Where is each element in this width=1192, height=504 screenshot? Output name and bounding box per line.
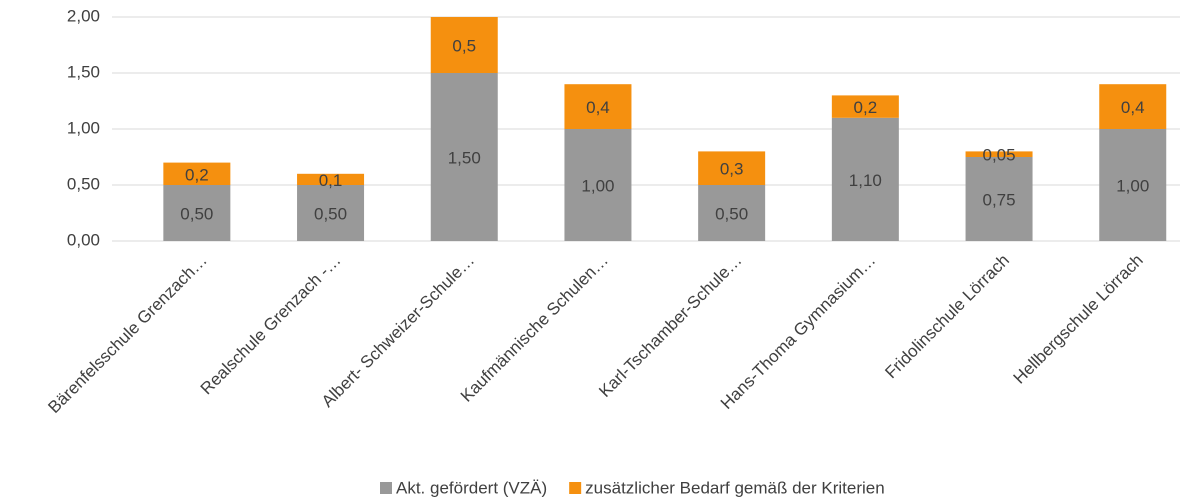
y-tick-label: 1,50 xyxy=(67,62,100,81)
x-tick-label: Karl-Tschamber-Schule… xyxy=(595,251,745,401)
legend-label: Akt. gefördert (VZÄ) xyxy=(396,478,547,497)
bar-segment xyxy=(430,17,498,73)
bar-segment xyxy=(564,84,632,129)
value-label: 0,2 xyxy=(185,165,209,184)
value-label: 0,1 xyxy=(319,171,343,190)
value-label: 0,05 xyxy=(983,146,1016,165)
y-tick-label: 1,00 xyxy=(67,118,100,137)
bar-segment xyxy=(564,129,632,241)
y-tick-label: 2,00 xyxy=(67,6,100,25)
y-tick-label: 0,50 xyxy=(67,174,100,193)
x-tick-label: Hellbergschule Lörrach xyxy=(1010,251,1147,388)
x-tick-label: Fridolinschule Lörrach xyxy=(881,251,1013,383)
bar-segment xyxy=(965,157,1033,241)
value-label: 1,00 xyxy=(581,176,614,195)
y-tick-label: 0,00 xyxy=(67,230,100,249)
bar-segment xyxy=(297,185,365,241)
value-label: 0,3 xyxy=(720,160,744,179)
value-label: 0,4 xyxy=(1121,98,1145,117)
x-tick-label: Kaufmännische Schulen… xyxy=(457,251,612,406)
value-label: 0,50 xyxy=(314,204,347,223)
legend-swatch xyxy=(380,482,392,494)
value-label: 0,2 xyxy=(854,98,878,117)
bar-segment xyxy=(163,162,231,185)
x-tick-label: Bärenfelsschule Grenzach… xyxy=(44,251,210,417)
bar-segment xyxy=(698,151,766,185)
bar-segment xyxy=(698,185,766,241)
x-tick-label: Realschule Grenzach -… xyxy=(197,251,345,399)
bar-segment xyxy=(297,173,365,185)
x-tick-label: Albert- Schweizer-Schule… xyxy=(318,251,478,411)
value-label: 0,50 xyxy=(180,204,213,223)
value-label: 0,50 xyxy=(715,204,748,223)
value-label: 0,5 xyxy=(452,36,476,55)
value-label: 0,75 xyxy=(983,190,1016,209)
value-label: 1,00 xyxy=(1116,176,1149,195)
bar-segment xyxy=(163,185,231,241)
x-tick-label: Hans-Thoma Gymnasium… xyxy=(717,251,879,413)
value-label: 1,10 xyxy=(849,171,882,190)
bar-segment xyxy=(965,151,1033,157)
value-label: 0,4 xyxy=(586,98,610,117)
bar-segment xyxy=(831,117,899,241)
bar-segment xyxy=(1099,129,1167,241)
legend-label: zusätzlicher Bedarf gemäß der Kriterien xyxy=(585,478,885,497)
legend-swatch xyxy=(569,482,582,494)
bar-segment xyxy=(1099,84,1167,129)
value-label: 1,50 xyxy=(448,148,481,167)
bar-segment xyxy=(430,73,498,241)
bar-segment xyxy=(831,95,899,118)
